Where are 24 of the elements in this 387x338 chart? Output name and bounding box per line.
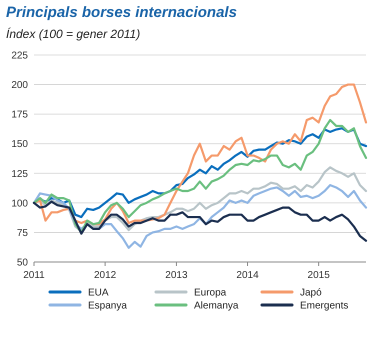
y-tick-label: 150 bbox=[11, 139, 28, 150]
legend-label: Europa bbox=[194, 288, 227, 298]
y-tick-label: 225 bbox=[11, 50, 28, 62]
line-series bbox=[32, 200, 368, 242]
line-series bbox=[32, 118, 368, 234]
x-tick-label: 2011 bbox=[23, 270, 46, 281]
legend-label: Japó bbox=[300, 288, 322, 298]
legend-label: Espanya bbox=[88, 300, 128, 312]
chart-subtitle: Índex (100 = gener 2011) bbox=[6, 27, 140, 41]
y-tick-label: 200 bbox=[11, 80, 28, 92]
chart-title: Principals borses internacionals bbox=[6, 4, 237, 21]
x-tick-label: 2013 bbox=[165, 270, 188, 281]
y-tick-label: 175 bbox=[11, 110, 28, 121]
line-series bbox=[32, 184, 368, 249]
legend-label: Alemanya bbox=[194, 300, 239, 312]
y-tick-label: 50 bbox=[16, 258, 28, 268]
y-tick-label: 125 bbox=[11, 168, 28, 180]
y-tick-label: 75 bbox=[16, 228, 28, 239]
x-tick-label: 2012 bbox=[94, 270, 117, 281]
legend-label: EUA bbox=[88, 288, 109, 298]
x-tick-label: 2014 bbox=[236, 270, 260, 281]
y-tick-label: 100 bbox=[11, 198, 28, 210]
x-tick-label: 2015 bbox=[308, 270, 330, 281]
legend-label: Emergents bbox=[300, 300, 348, 312]
